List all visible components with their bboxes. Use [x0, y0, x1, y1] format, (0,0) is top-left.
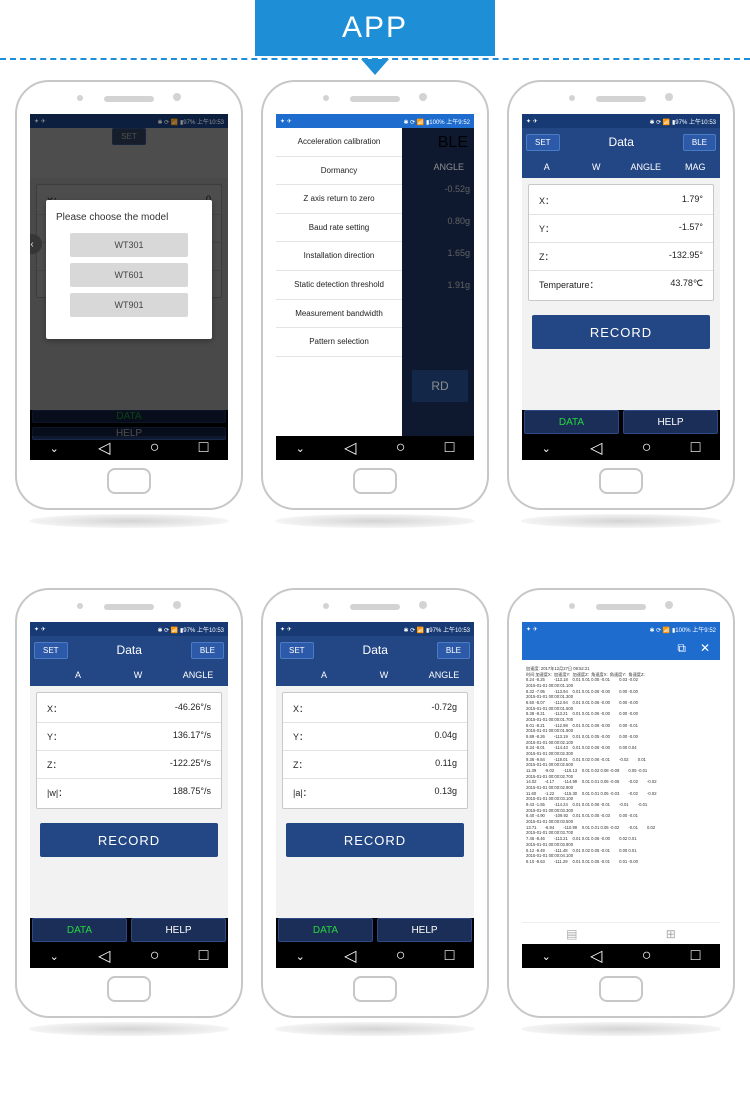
menu-static-thresh[interactable]: Static detection threshold	[276, 271, 402, 300]
list-view-icon[interactable]: ▤	[566, 927, 577, 941]
log-text: 加速度: 2017年12月27日 09:52:21 时间 加速度X: 加速度Y:…	[522, 660, 720, 922]
log-toolbar: ⧉ ✕	[522, 636, 720, 660]
menu-bandwidth[interactable]: Measurement bandwidth	[276, 300, 402, 329]
grid-view-icon[interactable]: ⊞	[666, 927, 676, 941]
menu-baud[interactable]: Baud rate setting	[276, 214, 402, 243]
banner-title: APP	[255, 0, 495, 56]
phone-4: ✦ ✈✱ ⟳ 📶 ▮97% 上午10:53 SET Data BLE A W A…	[15, 588, 243, 1036]
record-button[interactable]: RECORD	[40, 823, 218, 857]
divider-dash	[0, 58, 750, 60]
nav-recent-icon[interactable]: □	[199, 439, 209, 457]
data-row: Y：-1.57°	[529, 215, 713, 243]
record-button[interactable]: RD	[412, 370, 468, 402]
data-button[interactable]: DATA	[524, 410, 619, 434]
model-wt301-button[interactable]: WT301	[70, 233, 188, 257]
model-wt601-button[interactable]: WT601	[70, 263, 188, 287]
menu-dormancy[interactable]: Dormancy	[276, 157, 402, 186]
menu-pattern[interactable]: Pattern selection	[276, 328, 402, 357]
home-button[interactable]	[599, 468, 643, 494]
nav-expand-icon[interactable]: ⌄	[50, 442, 59, 455]
record-button[interactable]: RECORD	[286, 823, 464, 857]
phone-3: ✦ ✈✱ ⟳ 📶 ▮97% 上午10:53 SET Data BLE A W A…	[507, 80, 735, 528]
log-footer: ▤ ⊞	[522, 922, 720, 944]
set-button[interactable]: SET	[34, 642, 68, 659]
status-bar: ✦ ✈✱ ⟳ 📶 ▮97% 上午10:53	[522, 114, 720, 128]
ble-button[interactable]: BLE	[683, 134, 716, 151]
tab-mag[interactable]: MAG	[671, 156, 721, 178]
settings-menu: Acceleration calibration Dormancy Z axis…	[276, 128, 402, 436]
data-row: Z：-132.95°	[529, 243, 713, 271]
status-bar: ✦ ✈✱ ⟳ 📶 ▮100% 上午9:52	[276, 114, 474, 128]
modal-title: Please choose the model	[56, 212, 202, 223]
data-row: X：1.79°	[529, 187, 713, 215]
phone-2: ✦ ✈✱ ⟳ 📶 ▮100% 上午9:52 BLE ANGLE -0.52g 0…	[261, 80, 489, 528]
menu-install-dir[interactable]: Installation direction	[276, 242, 402, 271]
ble-button[interactable]: BLE	[191, 642, 224, 659]
phone-6: ✦ ✈✱ ⟳ 📶 ▮100% 上午9:52 ⧉ ✕ 加速度: 2017年12月2…	[507, 588, 735, 1036]
app-bar: SET Data BLE	[522, 128, 720, 156]
banner-section: APP	[0, 0, 750, 60]
phone-5: ✦ ✈✱ ⟳ 📶 ▮97% 上午10:53 SET Data BLE A W A…	[261, 588, 489, 1036]
tab-a[interactable]: A	[522, 156, 572, 178]
tab-angle[interactable]: ANGLE	[621, 156, 671, 178]
nav-back-icon[interactable]: ◁	[98, 438, 110, 458]
close-icon[interactable]: ✕	[700, 641, 710, 655]
ble-button[interactable]: BLE	[438, 134, 468, 152]
tab-w[interactable]: W	[572, 156, 622, 178]
record-button[interactable]: RECORD	[532, 315, 710, 349]
page-root: APP ✦ ✈✱ ⟳ 📶 ▮97% 上午10:53 SET Data BLE T…	[0, 0, 750, 1056]
model-wt901-button[interactable]: WT901	[70, 293, 188, 317]
arrow-down-icon	[361, 59, 389, 75]
nav-bar: ⌄◁○□	[276, 436, 474, 460]
home-button[interactable]	[353, 468, 397, 494]
phone-1: ✦ ✈✱ ⟳ 📶 ▮97% 上午10:53 SET Data BLE TIME …	[15, 80, 243, 528]
model-modal: Please choose the model WT301 WT601 WT90…	[46, 200, 212, 339]
set-button[interactable]: SET	[526, 134, 560, 151]
menu-accel-cal[interactable]: Acceleration calibration	[276, 128, 402, 157]
nav-home-icon[interactable]: ○	[150, 439, 160, 457]
home-button[interactable]	[107, 468, 151, 494]
help-button[interactable]: HELP	[623, 410, 718, 434]
menu-z-zero[interactable]: Z axis return to zero	[276, 185, 402, 214]
copy-icon[interactable]: ⧉	[677, 641, 686, 656]
data-row: Temperature：43.78℃	[529, 271, 713, 298]
